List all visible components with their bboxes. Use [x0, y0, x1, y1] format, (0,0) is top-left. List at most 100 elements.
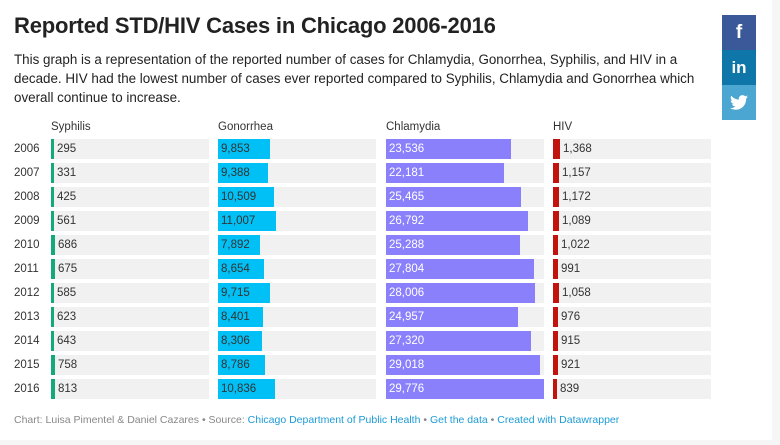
- bar-gonorrhea: [218, 235, 260, 255]
- source-link[interactable]: Chicago Department of Public Health: [247, 414, 421, 426]
- value-label: 9,388: [221, 167, 250, 179]
- bar-gonorrhea: [218, 139, 270, 159]
- value-label: 1,172: [562, 191, 591, 203]
- value-label: 23,536: [389, 143, 425, 155]
- value-label: 643: [57, 335, 77, 347]
- bar-gonorrhea: [218, 379, 275, 399]
- year-label: 2007: [14, 167, 40, 179]
- value-label: 295: [57, 143, 77, 155]
- bar-chlamydia: [386, 379, 544, 399]
- bar-chlamydia: [386, 307, 518, 327]
- year-label: 2012: [14, 287, 40, 299]
- year-label: 2006: [14, 143, 40, 155]
- bar-track-chlamydia: 27,320: [386, 331, 544, 351]
- twitter-icon: [730, 95, 748, 110]
- bar-track-gonorrhea: 10,509: [218, 187, 376, 207]
- column-header-chlamydia: Chlamydia: [386, 121, 441, 133]
- bar-track-hiv: 1,089: [553, 211, 711, 231]
- bar-gonorrhea: [218, 331, 262, 351]
- value-label: 686: [58, 239, 78, 251]
- bar-track-hiv: 1,058: [553, 283, 711, 303]
- value-label: 25,288: [389, 239, 425, 251]
- bar-track-chlamydia: 25,288: [386, 235, 544, 255]
- bar-track-chlamydia: 23,536: [386, 139, 544, 159]
- bar-gonorrhea: [218, 355, 265, 375]
- value-label: 976: [561, 311, 581, 323]
- bar-gonorrhea: [218, 307, 263, 327]
- bar-hiv: [553, 307, 558, 327]
- value-label: 1,157: [562, 167, 591, 179]
- value-label: 22,181: [389, 167, 425, 179]
- bar-track-syphilis: 686: [51, 235, 209, 255]
- bar-track-gonorrhea: 8,654: [218, 259, 376, 279]
- value-label: 29,776: [389, 383, 425, 395]
- bar-track-syphilis: 643: [51, 331, 209, 351]
- facebook-share-button[interactable]: f: [722, 15, 756, 50]
- value-label: 921: [561, 359, 581, 371]
- value-label: 27,320: [389, 335, 425, 347]
- bar-syphilis: [51, 235, 55, 255]
- value-label: 839: [560, 383, 580, 395]
- year-label: 2015: [14, 359, 40, 371]
- bar-gonorrhea: [218, 283, 270, 303]
- bar-track-hiv: 921: [553, 355, 711, 375]
- facebook-icon: f: [735, 21, 743, 43]
- value-label: 8,654: [221, 263, 250, 275]
- value-label: 1,089: [562, 215, 591, 227]
- bar-syphilis: [51, 283, 54, 303]
- year-label: 2016: [14, 383, 40, 395]
- value-label: 8,786: [221, 359, 250, 371]
- bar-syphilis: [51, 259, 55, 279]
- bar-chlamydia: [386, 259, 534, 279]
- bar-track-chlamydia: 29,776: [386, 379, 544, 399]
- value-label: 915: [561, 335, 581, 347]
- twitter-share-button[interactable]: [722, 85, 756, 120]
- bar-track-syphilis: 295: [51, 139, 209, 159]
- bar-track-hiv: 839: [553, 379, 711, 399]
- year-label: 2008: [14, 191, 40, 203]
- column-header-hiv: HIV: [553, 121, 573, 133]
- bar-track-chlamydia: 25,465: [386, 187, 544, 207]
- bar-track-chlamydia: 28,006: [386, 283, 544, 303]
- bar-track-gonorrhea: 7,892: [218, 235, 376, 255]
- bar-track-chlamydia: 26,792: [386, 211, 544, 231]
- value-label: 27,804: [389, 263, 425, 275]
- bar-hiv: [553, 283, 559, 303]
- bar-syphilis: [51, 331, 54, 351]
- bar-hiv: [553, 187, 559, 207]
- bar-syphilis: [51, 187, 54, 207]
- bar-gonorrhea: [218, 187, 274, 207]
- bar-hiv: [553, 259, 558, 279]
- linkedin-share-button[interactable]: in: [722, 50, 756, 85]
- bar-track-hiv: 1,022: [553, 235, 711, 255]
- bar-track-hiv: 915: [553, 331, 711, 351]
- bar-gonorrhea: [218, 163, 268, 183]
- chart-credit: Chart: Luisa Pimentel & Daniel Cazares: [14, 414, 200, 426]
- bar-hiv: [553, 139, 560, 159]
- value-label: 1,368: [563, 143, 592, 155]
- value-label: 425: [57, 191, 77, 203]
- bar-track-hiv: 976: [553, 307, 711, 327]
- year-label: 2014: [14, 335, 40, 347]
- value-label: 8,401: [221, 311, 250, 323]
- get-data-link[interactable]: Get the data: [429, 414, 488, 426]
- value-label: 758: [58, 359, 78, 371]
- datawrapper-link[interactable]: Created with Datawrapper: [497, 414, 620, 426]
- bar-track-hiv: 1,368: [553, 139, 711, 159]
- chart-title: Reported STD/HIV Cases in Chicago 2006-2…: [14, 13, 496, 38]
- bar-track-syphilis: 561: [51, 211, 209, 231]
- value-label: 561: [57, 215, 77, 227]
- value-label: 7,892: [221, 239, 250, 251]
- bar-gonorrhea: [218, 211, 276, 231]
- bar-chlamydia: [386, 331, 531, 351]
- bar-syphilis: [51, 307, 54, 327]
- social-share-bar: f in: [722, 15, 756, 120]
- bar-track-syphilis: 758: [51, 355, 209, 375]
- bar-track-syphilis: 623: [51, 307, 209, 327]
- bar-hiv: [553, 211, 559, 231]
- bar-chlamydia: [386, 355, 540, 375]
- value-label: 1,058: [562, 287, 591, 299]
- bar-syphilis: [51, 355, 55, 375]
- value-label: 8,306: [221, 335, 250, 347]
- value-label: 675: [58, 263, 78, 275]
